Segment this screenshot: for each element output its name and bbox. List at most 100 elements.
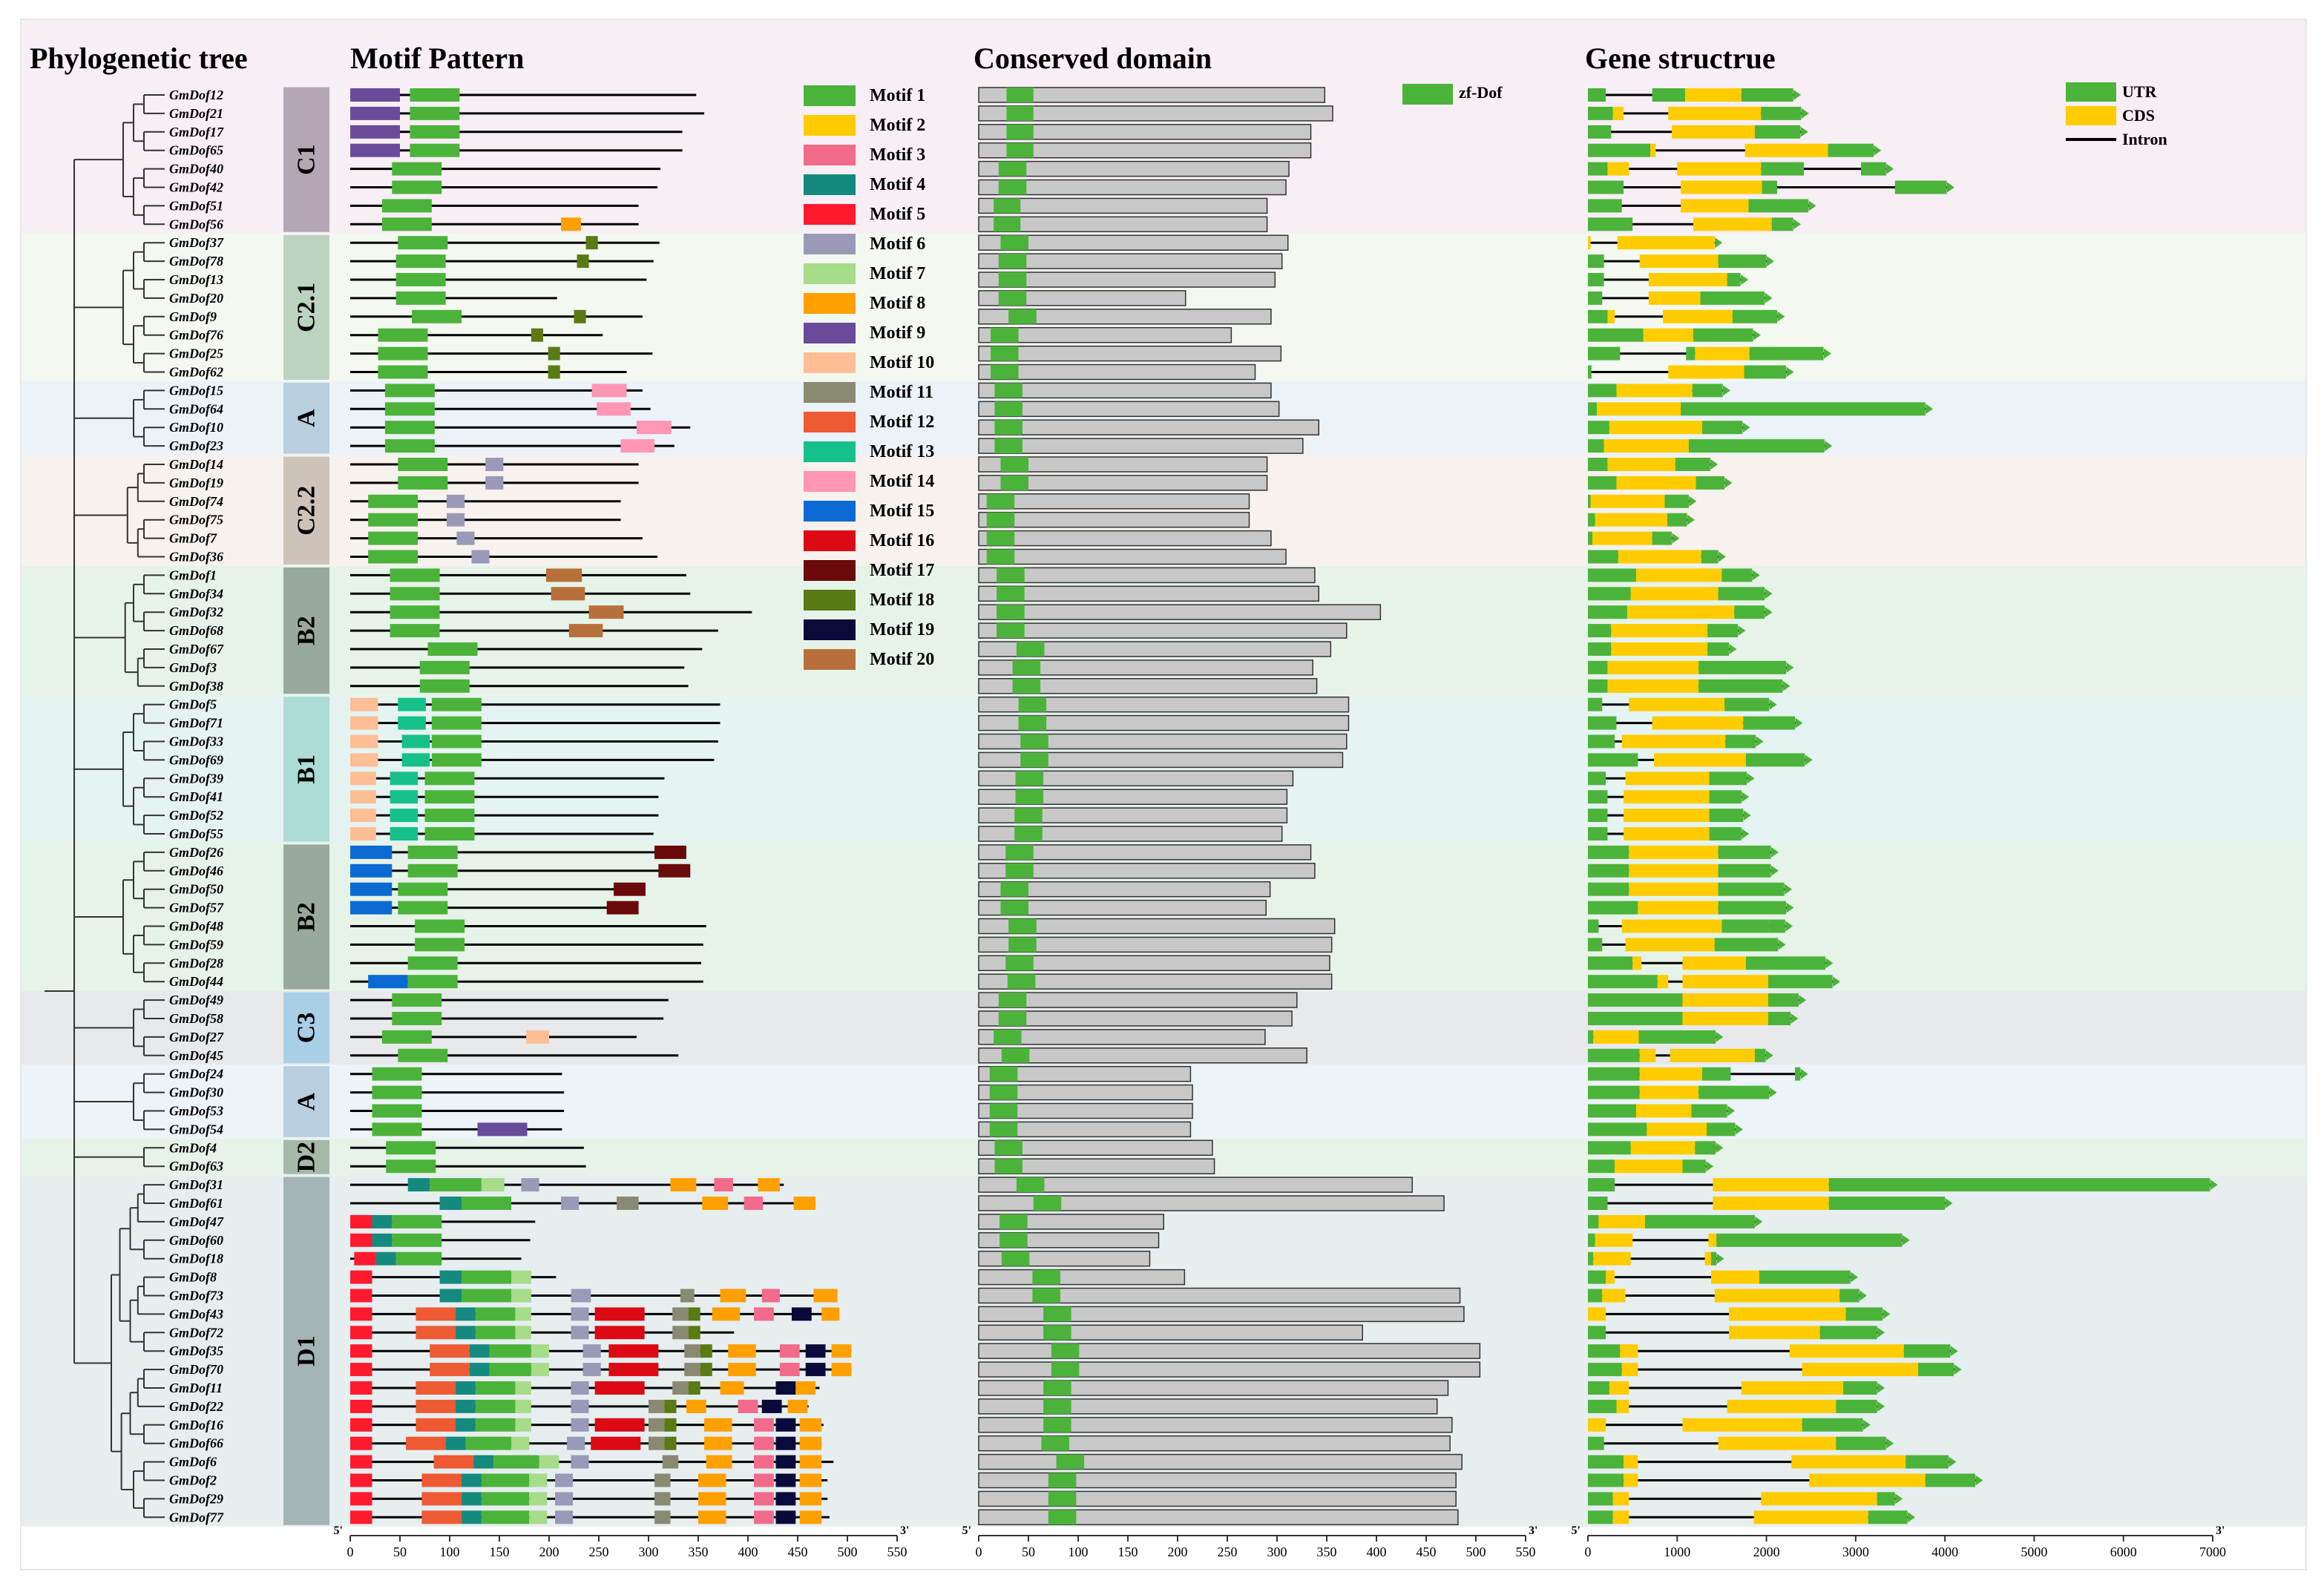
title-conserved-domain: Conserved domain (974, 42, 1212, 75)
motif-box (381, 1030, 432, 1044)
motif-box (481, 1492, 530, 1506)
motif-legend-label: Motif 6 (870, 234, 925, 254)
gene-end-arrow (1825, 441, 1833, 452)
zf-dof-domain (998, 272, 1027, 287)
gene-legend-swatch (2066, 106, 2116, 125)
utr-segment (1839, 1289, 1859, 1303)
motif-box (372, 1104, 422, 1118)
cds-segment (1654, 753, 1746, 767)
utr-segment (1749, 346, 1824, 361)
cds-segment (1670, 1048, 1755, 1062)
motif-axis-tick-label: 50 (393, 1544, 407, 1559)
motif-box (515, 1307, 531, 1321)
utr-segment (1698, 679, 1783, 693)
motif-box (649, 1399, 665, 1413)
gene-end-arrow (1747, 773, 1755, 784)
gene-end-arrow (1765, 292, 1773, 303)
group-label-box (283, 456, 329, 565)
gene-end-arrow (1766, 256, 1774, 267)
cds-segment (1672, 125, 1755, 139)
cds-segment (1602, 1289, 1626, 1303)
cds-segment (1682, 956, 1746, 970)
motif-box (585, 236, 598, 250)
motif-box (649, 1418, 665, 1432)
gene-name-label: GmDof61 (169, 1196, 223, 1211)
zf-dof-domain (991, 364, 1019, 380)
motif-box (350, 1289, 372, 1303)
cds-segment (1668, 106, 1762, 120)
motif-box (446, 513, 465, 527)
motif-box (475, 1326, 516, 1340)
utr-segment (1767, 993, 1799, 1007)
motif-box (395, 273, 446, 286)
motif-box (775, 1510, 796, 1524)
zf-dof-domain (999, 1214, 1028, 1229)
motif-legend-label: Motif 1 (870, 86, 925, 105)
gene-end-arrow (1790, 1013, 1799, 1024)
gene-name-label: GmDof64 (169, 401, 223, 416)
cds-segment (1621, 919, 1722, 933)
motif-box (368, 550, 418, 564)
motif-box (439, 1289, 462, 1303)
gene-end-arrow (1738, 625, 1746, 636)
protein-box (978, 1177, 1413, 1193)
cds-segment (1635, 568, 1722, 582)
cds-segment (1625, 938, 1715, 952)
cds-segment (1609, 421, 1702, 435)
zf-dof-domain (1032, 1269, 1060, 1285)
group-label: A (293, 1092, 321, 1111)
protein-box (978, 548, 1287, 565)
motif-box (392, 1233, 442, 1247)
gene-end-arrow (1874, 145, 1882, 156)
zf-dof-domain (1008, 918, 1037, 934)
motif-box (664, 1418, 677, 1432)
motif-box (398, 1048, 448, 1062)
motif-box (381, 217, 432, 231)
utr-segment (1743, 716, 1796, 730)
motif-legend-swatch (804, 441, 856, 462)
gene-axis-start: 5' (1572, 1524, 1580, 1537)
motif-legend-swatch (804, 590, 856, 611)
utr-segment (1588, 1510, 1613, 1524)
utr-segment (1675, 458, 1710, 471)
protein-box (978, 1047, 1307, 1064)
gene-name-label: GmDof40 (169, 162, 223, 177)
gene-end-arrow (1859, 1290, 1868, 1301)
cds-segment (1741, 1381, 1844, 1395)
motif-box (775, 1381, 796, 1395)
protein-box (978, 1121, 1192, 1138)
gene-name-label: GmDof30 (169, 1085, 223, 1100)
cds-segment (1663, 309, 1733, 323)
utr-segment (1802, 1418, 1863, 1432)
motif-box (799, 1455, 822, 1469)
gene-name-label: GmDof15 (169, 383, 223, 398)
utr-segment (1588, 1159, 1615, 1174)
motif-box (416, 1326, 456, 1340)
utr-segment (1588, 458, 1608, 471)
motif-box (445, 1436, 466, 1450)
gene-end-arrow (1785, 921, 1793, 932)
gene-end-arrow (1715, 237, 1723, 249)
gene-end-arrow (1741, 274, 1749, 285)
protein-box (978, 530, 1272, 547)
motif-box (430, 1344, 470, 1358)
utr-segment (1695, 1141, 1716, 1155)
motif-box (688, 1326, 700, 1340)
cds-segment (1606, 1270, 1615, 1284)
utr-segment (1588, 180, 1624, 194)
protein-box (978, 1343, 1481, 1359)
zf-dof-domain (1006, 124, 1034, 139)
protein-box (978, 733, 1348, 750)
gene-end-arrow (1765, 588, 1773, 599)
motif-axis-end: 3' (900, 1524, 909, 1537)
motif-box (439, 1197, 462, 1210)
motif-box (571, 1399, 589, 1413)
gene-name-label: GmDof45 (169, 1048, 223, 1063)
cds-segment (1643, 328, 1693, 342)
utr-segment (1691, 1104, 1727, 1118)
motif-box (462, 1289, 512, 1303)
zf-dof-domain (1005, 863, 1034, 878)
zf-dof-domain (994, 198, 1021, 214)
group-label: D2 (293, 1142, 321, 1173)
utr-segment (1588, 624, 1612, 638)
